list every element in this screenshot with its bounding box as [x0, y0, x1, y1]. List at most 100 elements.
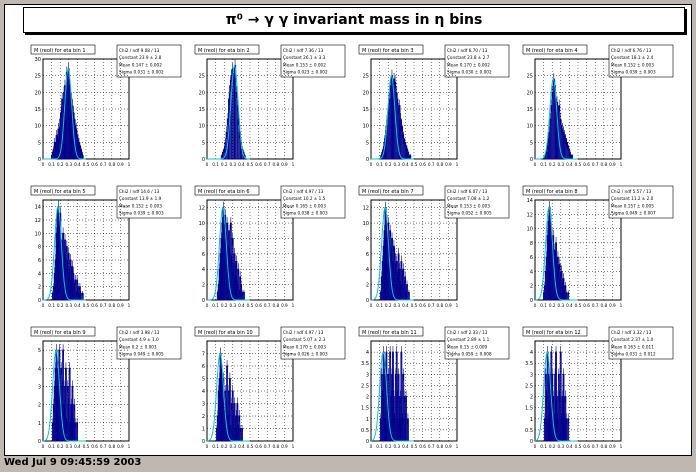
gaussian-fit-curve [43, 67, 86, 160]
y-tick-label: 3 [530, 372, 533, 378]
x-tick-label: 0 [42, 303, 45, 308]
y-tick-label: 10 [527, 227, 533, 233]
x-tick-label: 0.9 [609, 162, 616, 167]
y-tick-label: 1.5 [361, 406, 369, 412]
x-tick-label: 0.2 [221, 162, 228, 167]
stats-line: Mean 0.170 ± 0.003 [283, 344, 326, 349]
x-tick-label: 0.7 [100, 444, 107, 449]
stats-line: Constant 7.08 ± 1.2 [447, 196, 490, 201]
y-tick-label: 12 [527, 212, 533, 218]
y-tick-label: 0.5 [525, 428, 533, 434]
x-tick-label: 0.4 [74, 303, 81, 308]
x-tick-label: 0.9 [445, 444, 452, 449]
x-tick-label: 0.5 [83, 444, 90, 449]
stats-line: Sigma 0.038 ± 0.003 [283, 211, 328, 216]
y-tick-label: 7 [202, 352, 205, 358]
histogram-title-box [358, 44, 424, 55]
x-tick-label: 0.2 [385, 303, 392, 308]
x-tick-label: 0.1 [540, 303, 547, 308]
y-tick-label: 0 [366, 439, 369, 445]
histogram-pad-9: M (reol) for eta bin 9 Chi2 / ndf 3.98 / … [25, 323, 187, 459]
y-tick-label: 25 [527, 74, 533, 80]
stats-line: Chi2 / ndf 2.33 / 13 [447, 330, 488, 335]
stats-line: Sigma 0.023 ± 0.002 [283, 70, 328, 75]
x-tick-label: 0.5 [247, 303, 254, 308]
histogram-title-box [358, 326, 424, 337]
x-tick-label: 0 [534, 162, 537, 167]
stats-line: Sigma 0.059 ± 0.008 [447, 352, 492, 357]
x-tick-label: 1 [456, 162, 459, 167]
stats-line: Mean 0.2 ± 0.003 [119, 344, 157, 349]
x-tick-label: 0.9 [281, 162, 288, 167]
x-tick-label: 0.5 [575, 444, 582, 449]
timestamp-footer: Wed Jul 9 09:45:59 2003 [4, 457, 142, 468]
histogram-svg: M (reol) for eta bin 3 Chi2 / ndf 6.70 / … [358, 44, 510, 167]
y-tick-label: 5 [38, 348, 41, 354]
stats-line: Mean 0.165 ± 0.003 [283, 203, 326, 208]
x-tick-label: 0.3 [393, 303, 400, 308]
y-tick-label: 4 [202, 267, 205, 273]
y-tick-label: 6 [366, 252, 369, 258]
x-tick-label: 0.7 [100, 162, 107, 167]
y-tick-label: 10 [35, 231, 41, 237]
y-tick-label: 2 [366, 395, 369, 401]
histogram-title-box [30, 326, 96, 337]
stats-line: Sigma 0.026 ± 0.003 [283, 352, 328, 357]
stats-line: Chi2 / ndf 6.07 / 13 [447, 189, 488, 194]
histogram-pad-8: M (reol) for eta bin 8 Chi2 / ndf 5.57 / … [517, 182, 679, 318]
x-tick-label: 0.3 [229, 444, 236, 449]
y-tick-label: 8 [530, 241, 533, 247]
histogram-title-box [194, 326, 260, 337]
x-tick-label: 0.4 [402, 303, 409, 308]
y-tick-label: 25 [199, 74, 205, 80]
x-tick-label: 0.4 [566, 162, 573, 167]
x-tick-label: 0.7 [100, 303, 107, 308]
y-tick-label: 4 [366, 267, 369, 273]
x-tick-label: 0.3 [557, 444, 564, 449]
stats-line: Constant 26.1 ± 3.3 [283, 55, 326, 60]
stats-line: Sigma 0.039 ± 0.003 [611, 70, 656, 75]
stats-line: Mean 0.153 ± 0.003 [447, 203, 490, 208]
x-tick-label: 0 [534, 303, 537, 308]
y-tick-label: 20 [527, 90, 533, 96]
x-tick-label: 0.6 [583, 303, 590, 308]
gaussian-fit-curve [371, 206, 414, 301]
x-tick-label: 0.6 [255, 303, 262, 308]
x-tick-label: 1 [292, 444, 295, 449]
histogram-pad-10: M (reol) for eta bin 10 Chi2 / ndf 4.97 /… [189, 323, 351, 459]
stats-box [116, 44, 182, 78]
y-tick-label: 12 [363, 206, 369, 212]
x-tick-label: 0.5 [411, 162, 418, 167]
histogram-pad-1: M (reol) for eta bin 1 Chi2 / ndf 9.08 / … [25, 41, 187, 177]
histogram-title: M (reol) for eta bin 4 [526, 48, 578, 54]
y-tick-label: 20 [199, 90, 205, 96]
x-tick-label: 0.4 [74, 162, 81, 167]
x-tick-label: 0.3 [229, 162, 236, 167]
x-tick-label: 0.1 [48, 162, 55, 167]
stats-line: Sigma 0.031 ± 0.012 [611, 352, 656, 357]
histogram-title: M (reol) for eta bin 1 [34, 48, 86, 54]
x-tick-label: 0.1 [376, 303, 383, 308]
y-tick-label: 0 [530, 439, 533, 445]
y-tick-label: 1 [530, 417, 533, 423]
y-tick-label: 6 [38, 258, 41, 264]
histogram-title: M (reol) for eta bin 5 [34, 189, 86, 195]
stats-line: Sigma 0.052 ± 0.005 [447, 211, 492, 216]
x-tick-label: 0.2 [549, 162, 556, 167]
x-tick-label: 0.2 [385, 162, 392, 167]
x-tick-label: 1 [620, 444, 623, 449]
stats-line: Chi2 / ndf 3.98 / 13 [119, 330, 160, 335]
stats-box [608, 326, 674, 360]
stats-box [280, 44, 346, 78]
x-tick-label: 0.7 [264, 303, 271, 308]
stats-line: Sigma 0.039 ± 0.003 [119, 211, 164, 216]
stats-line: Mean 0.152 ± 0.003 [611, 62, 654, 67]
y-tick-label: 1.5 [525, 406, 533, 412]
x-tick-label: 0.4 [566, 303, 573, 308]
x-tick-label: 0.8 [272, 162, 279, 167]
histogram-title: M (reol) for eta bin 12 [526, 330, 581, 336]
x-tick-label: 0.8 [272, 303, 279, 308]
histogram-title-box [194, 185, 260, 196]
x-tick-label: 0.5 [411, 303, 418, 308]
x-tick-label: 0.2 [57, 444, 64, 449]
